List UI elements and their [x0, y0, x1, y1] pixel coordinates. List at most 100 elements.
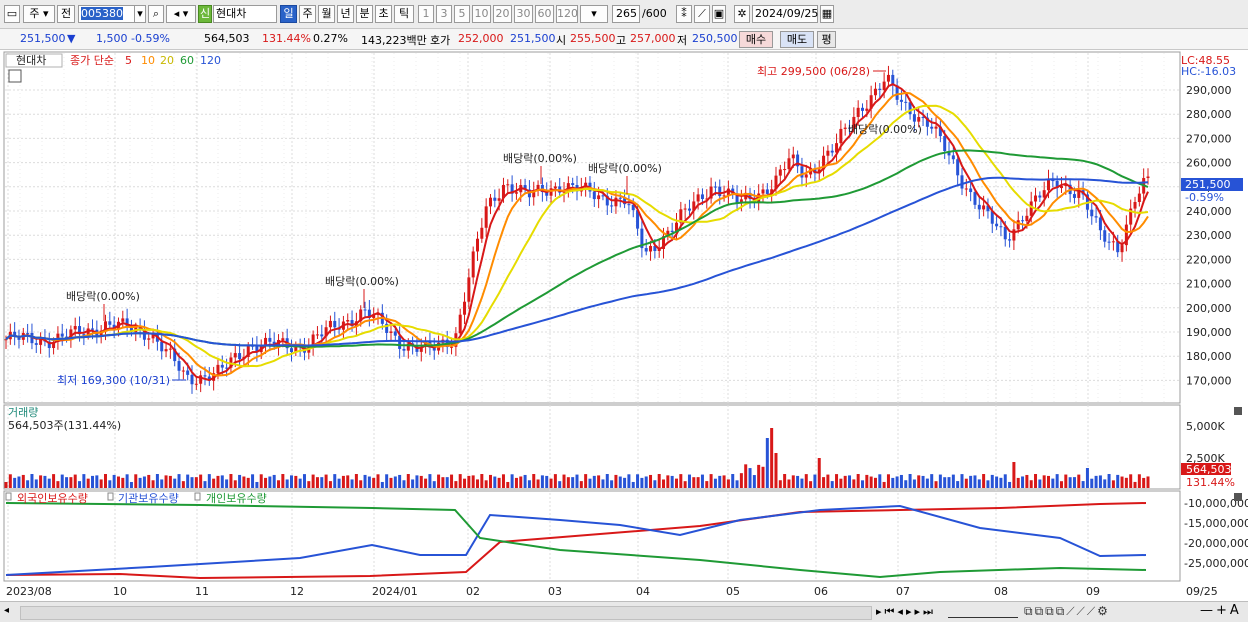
interval-20[interactable]: 20: [493, 5, 512, 23]
candle-body: [774, 175, 778, 190]
tab-period-second[interactable]: 초: [375, 5, 392, 23]
candle-body: [406, 343, 410, 351]
candle-body: [69, 329, 73, 339]
zoom-icons[interactable]: —+A: [1200, 603, 1242, 618]
foreign-series-marker: [5, 492, 12, 501]
candle-body: [735, 193, 739, 203]
volume-bar: [1085, 468, 1089, 488]
interval-30[interactable]: 30: [514, 5, 533, 23]
candle-body: [631, 204, 635, 211]
chart-type-icon[interactable]: ▭: [4, 5, 20, 23]
interval-5[interactable]: 5: [454, 5, 470, 23]
price-axis-label: 290,000: [1186, 84, 1232, 97]
candle-body: [1008, 239, 1012, 241]
dividend-note-3: 배당락(0.00%): [503, 152, 577, 165]
turnover-rate: 0.27%: [313, 32, 348, 45]
volume-bar: [450, 474, 454, 488]
volume-bar: [467, 475, 471, 488]
holding-axis-label: -20,000,000: [1184, 537, 1248, 550]
tab-period-month[interactable]: 월: [318, 5, 335, 23]
period-type-select[interactable]: 주 ▾: [23, 5, 55, 23]
sell-button[interactable]: 매도: [780, 31, 814, 48]
gear-icon[interactable]: ✲: [734, 5, 750, 23]
candle-body: [830, 150, 834, 153]
volume-bar: [536, 479, 540, 488]
candle-body: [290, 348, 293, 353]
price-axis-label: 220,000: [1186, 253, 1232, 266]
buy-button[interactable]: 매수: [739, 31, 773, 48]
display-count-input[interactable]: 265: [612, 5, 640, 23]
navigate-icons[interactable]: ▸⏮◂▸▸⏭: [876, 605, 936, 618]
date-axis-label: 06: [814, 585, 828, 598]
candle-body: [497, 198, 501, 201]
date-axis-label: 2024/01: [372, 585, 418, 598]
candle-body: [969, 188, 973, 193]
evaluate-button[interactable]: 평: [817, 31, 836, 48]
volume-bar: [125, 474, 129, 488]
top-toolbar: ▭ 주 ▾ 전 005380 ▾ ⌕ ◂ ▾ 신 현대차 일 주 월 년 분 초…: [0, 0, 1248, 29]
volume-panel-close-icon[interactable]: [1234, 407, 1242, 415]
zoom-slider[interactable]: [948, 606, 1018, 618]
interval-1[interactable]: 1: [418, 5, 434, 23]
candle-body: [17, 336, 21, 340]
price-axis: 290,000280,000270,000260,000250,000240,0…: [1184, 84, 1248, 570]
tab-period-week[interactable]: 주: [299, 5, 316, 23]
interval-120[interactable]: 120: [556, 5, 578, 23]
tool-icons[interactable]: ⧉⧉⧉⧉⟋⟋⟋⚙: [1024, 604, 1110, 618]
scroll-bar[interactable]: ◂ ▸⏮◂▸▸⏭ ⧉⧉⧉⧉⟋⟋⟋⚙ —+A: [0, 601, 1248, 622]
scroll-left-icon[interactable]: ◂: [4, 605, 10, 616]
volume-bar: [553, 474, 557, 488]
stock-code-value: 005380: [81, 7, 123, 20]
stock-code-input[interactable]: 005380: [78, 5, 136, 23]
stock-name-field[interactable]: 현대차: [213, 5, 277, 23]
volume-bar: [493, 476, 497, 488]
candle-settings-icon[interactable]: ⁑: [676, 5, 692, 23]
draw-tool-icon[interactable]: ⟋: [694, 5, 710, 23]
table-toggle-icon[interactable]: [8, 69, 22, 83]
candle-body: [649, 245, 653, 252]
candle-body: [947, 151, 951, 156]
save-icon[interactable]: ▣: [712, 5, 726, 23]
tab-period-tick[interactable]: 틱: [394, 5, 414, 23]
candle-body: [488, 197, 492, 207]
current-price: 251,500: [20, 32, 66, 45]
date-axis-label: 09: [1086, 585, 1100, 598]
volume-bar: [1068, 477, 1072, 488]
interval-60[interactable]: 60: [535, 5, 554, 23]
holding-panel-close-icon[interactable]: [1234, 493, 1242, 501]
volume-bar: [238, 474, 242, 488]
down-arrow-icon: ▼: [67, 32, 76, 45]
stock-chart[interactable]: 290,000280,000270,000260,000250,000240,0…: [0, 50, 1248, 602]
low-price: 250,500: [692, 32, 738, 45]
volume-bar: [1016, 477, 1020, 488]
volume-bar: [471, 475, 475, 488]
candle-body: [225, 367, 229, 369]
scroll-track[interactable]: [20, 606, 872, 620]
chart-area[interactable]: 290,000280,000270,000260,000250,000240,0…: [0, 50, 1248, 602]
interval-10[interactable]: 10: [472, 5, 491, 23]
candle-body: [925, 117, 929, 127]
tab-period-minute[interactable]: 분: [356, 5, 373, 23]
sound-icon[interactable]: ◂ ▾: [166, 5, 196, 23]
calendar-icon[interactable]: ▦: [820, 5, 834, 23]
candle-body: [748, 192, 752, 199]
volume-bar: [212, 478, 216, 488]
volume-bar: [566, 477, 570, 488]
interval-custom-select[interactable]: ▾: [580, 5, 608, 23]
search-icon[interactable]: ⌕: [148, 5, 164, 23]
volume-bar: [1142, 477, 1146, 488]
date-input[interactable]: 2024/09/25: [752, 5, 818, 23]
candle-body: [899, 99, 903, 102]
candle-body: [65, 336, 69, 339]
candle-body: [761, 189, 765, 194]
volume-bar: [454, 481, 458, 488]
volume-bar: [246, 477, 250, 488]
tab-period-day[interactable]: 일: [280, 5, 297, 23]
volume-bar: [251, 474, 255, 488]
interval-3[interactable]: 3: [436, 5, 452, 23]
code-dropdown-icon[interactable]: ▾: [134, 5, 146, 23]
volume-bar: [1012, 462, 1016, 488]
market-type-button[interactable]: 전: [57, 5, 75, 23]
volume-bar: [103, 474, 107, 488]
tab-period-year[interactable]: 년: [337, 5, 354, 23]
